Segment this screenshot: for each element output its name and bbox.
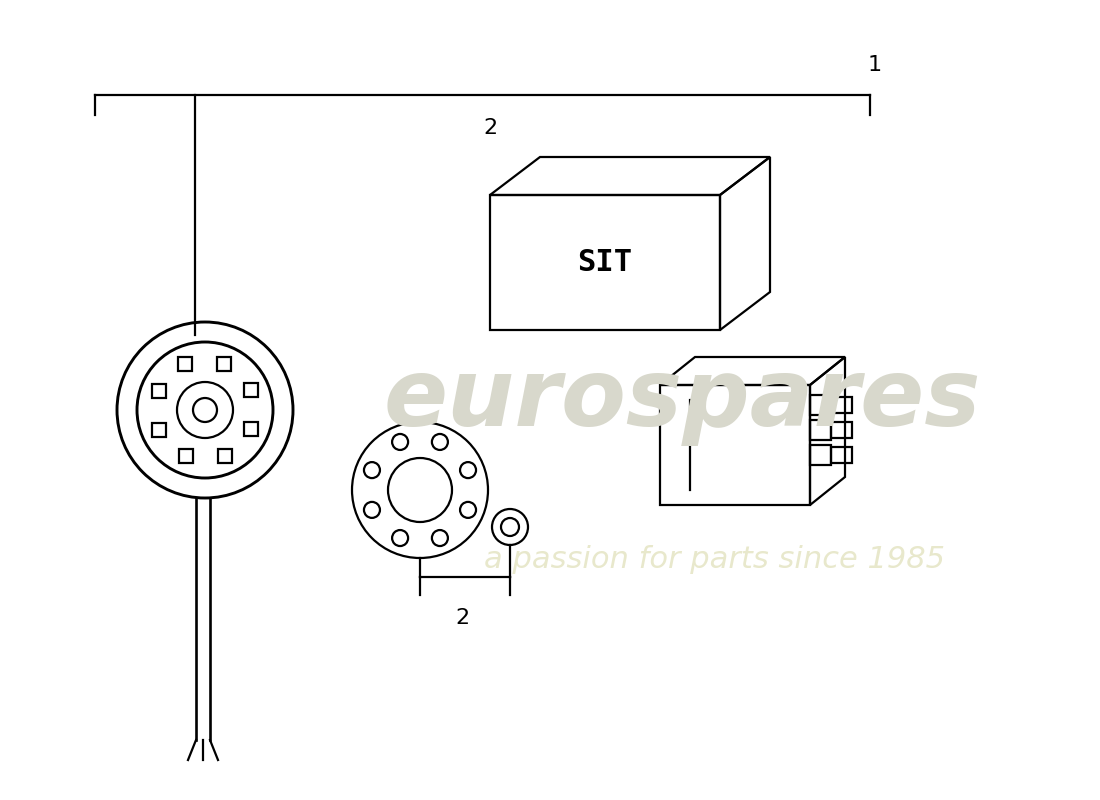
Text: 2: 2 [455, 608, 469, 628]
Text: a passion for parts since 1985: a passion for parts since 1985 [484, 546, 946, 574]
Bar [244, 422, 258, 436]
Bar [152, 422, 166, 437]
Text: 2: 2 [483, 118, 497, 138]
Bar [244, 383, 258, 398]
Bar [830, 447, 851, 463]
Bar [810, 420, 830, 440]
Bar [830, 397, 851, 413]
Bar [217, 357, 231, 370]
Bar [830, 422, 851, 438]
Text: eurospares: eurospares [383, 354, 981, 446]
Text: 1: 1 [868, 55, 882, 75]
Bar [178, 357, 192, 371]
Bar [810, 395, 830, 415]
Bar [810, 445, 830, 465]
Bar [179, 450, 194, 463]
Bar [152, 384, 166, 398]
Text: SIT: SIT [578, 248, 632, 277]
Bar [218, 449, 231, 463]
